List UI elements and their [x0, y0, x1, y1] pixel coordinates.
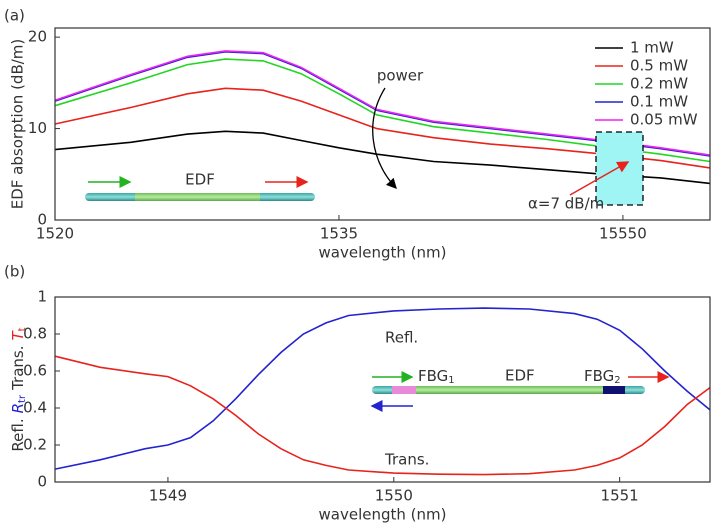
y-tick-label: 0 — [37, 473, 47, 491]
plot-area — [54, 50, 711, 185]
data-line — [54, 355, 711, 476]
annotation-part: FBG — [584, 367, 614, 385]
x-axis-label: wavelength (nm) — [319, 244, 447, 262]
x-tick-label: 1535 — [320, 225, 358, 243]
annotation: FBG2 — [584, 367, 621, 387]
annotation: power — [377, 67, 424, 85]
y-axis-label-part: Refl. — [9, 418, 27, 451]
y-tick-label: 0.6 — [23, 362, 47, 380]
y-tick-label: 10 — [28, 119, 47, 137]
panel-label: (a) — [4, 7, 25, 25]
annotation: EDF — [505, 367, 535, 385]
x-tick-label: 1551 — [601, 487, 639, 505]
y-axis-label-part: R — [9, 403, 27, 413]
plot-frame — [54, 27, 711, 221]
x-tick-label: 1520 — [36, 225, 74, 243]
annotation-sub: 1 — [448, 375, 454, 386]
plot-area — [54, 307, 711, 476]
panel-b: FBG1 EDF FBG2 (b)1549 1550 155100.20.40.60… — [4, 263, 711, 524]
y-tick-label: 20 — [28, 28, 47, 46]
plot-frame — [54, 296, 711, 483]
data-line — [54, 50, 711, 157]
fbg-1 — [392, 386, 416, 394]
panel-a: EDF power α=7 dB/m (a) 1520 1535 15550 0 10 20… — [4, 7, 711, 262]
data-line — [54, 307, 711, 470]
y-axis-label-part: Trans. — [9, 345, 27, 390]
data-line — [54, 50, 711, 156]
legend-label: 0.05 mW — [630, 111, 698, 129]
data-line — [54, 87, 711, 169]
annotation-sub: 2 — [614, 375, 620, 386]
y-tick-label: 0 — [37, 211, 47, 229]
fiber-edf — [392, 386, 625, 394]
legend-label: 1 mW — [630, 39, 674, 57]
y-tick-label: 0.2 — [23, 436, 47, 454]
fbg-2 — [603, 386, 625, 394]
y-axis-label-part: T — [9, 329, 27, 340]
x-axis-label: wavelength (nm) — [319, 506, 447, 524]
legend-label: 0.5 mW — [630, 57, 688, 75]
legend-label: 0.2 mW — [630, 75, 688, 93]
arrow — [372, 87, 397, 189]
annotation: FBG1 — [418, 367, 455, 387]
x-tick-label: 1549 — [149, 487, 187, 505]
y-axis-label-part: t — [17, 327, 28, 331]
annotation-part: FBG — [418, 367, 448, 385]
fiber-edf — [135, 193, 260, 201]
x-tick-label: 15550 — [599, 225, 647, 243]
y-axis-label: EDF absorption (dB/m) — [9, 39, 27, 210]
x-tick-label: 1550 — [375, 487, 413, 505]
arrow — [569, 161, 630, 196]
series-label: Refl. — [385, 329, 418, 347]
y-tick-label: 1 — [37, 288, 47, 306]
y-axis-label-part: tr — [17, 394, 28, 403]
y-tick-label: 0.8 — [23, 325, 47, 343]
panel-label: (b) — [4, 263, 25, 281]
annotation: α=7 dB/m — [528, 195, 604, 213]
data-line — [54, 58, 711, 163]
data-line — [54, 130, 711, 185]
y-axis-label: Refl. Rtr Trans. Tt — [9, 327, 29, 451]
y-tick-label: 0.4 — [23, 399, 47, 417]
series-label: Trans. — [384, 451, 429, 469]
legend-label: 0.1 mW — [630, 93, 688, 111]
annotation: EDF — [185, 171, 215, 189]
